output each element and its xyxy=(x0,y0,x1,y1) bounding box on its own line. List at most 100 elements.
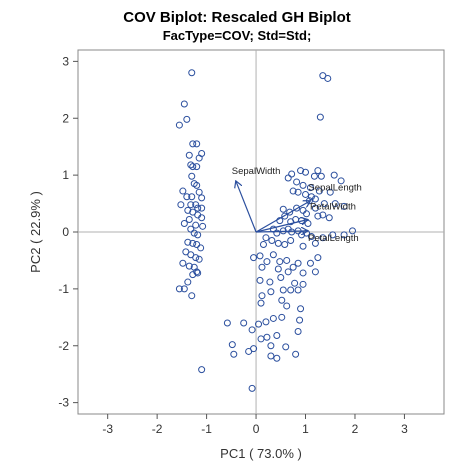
data-point xyxy=(257,299,265,307)
data-point xyxy=(326,188,334,196)
data-point xyxy=(293,204,301,212)
data-point xyxy=(287,237,295,245)
data-point xyxy=(299,280,307,288)
data-point xyxy=(273,229,281,237)
data-point xyxy=(175,285,183,293)
data-point xyxy=(188,172,196,180)
data-point xyxy=(294,259,302,267)
data-point xyxy=(189,239,197,247)
data-point xyxy=(281,241,289,249)
data-point xyxy=(340,202,348,210)
data-point xyxy=(189,163,197,171)
data-point xyxy=(329,231,337,239)
data-point xyxy=(268,237,276,245)
data-point xyxy=(311,204,319,212)
data-point xyxy=(294,188,302,196)
data-point xyxy=(284,268,292,276)
data-point xyxy=(294,286,302,294)
data-point xyxy=(184,206,192,214)
data-point xyxy=(198,150,206,158)
x-tick-label: 1 xyxy=(302,422,309,436)
x-tick-label: -3 xyxy=(102,422,113,436)
data-point xyxy=(192,254,200,262)
data-point xyxy=(311,268,319,276)
data-point xyxy=(302,190,310,198)
data-point xyxy=(277,274,285,281)
data-point xyxy=(349,227,356,235)
data-point xyxy=(340,231,348,239)
x-tick-label: -1 xyxy=(201,422,212,436)
data-point xyxy=(258,263,266,271)
y-tick-label: 3 xyxy=(62,54,69,68)
data-point xyxy=(199,222,207,230)
data-point xyxy=(193,241,201,249)
data-point xyxy=(183,193,191,201)
data-point xyxy=(184,238,192,246)
data-point xyxy=(296,316,304,324)
data-point xyxy=(198,214,206,222)
data-point xyxy=(274,265,282,273)
y-tick-label: 0 xyxy=(62,225,69,239)
data-point xyxy=(195,188,203,196)
data-point xyxy=(180,100,188,108)
vector-label: PetalLength xyxy=(308,233,359,244)
data-point xyxy=(255,320,263,328)
data-point xyxy=(230,350,238,358)
data-point xyxy=(267,352,275,360)
data-point xyxy=(198,204,206,212)
data-point xyxy=(262,234,270,242)
data-point xyxy=(311,239,319,247)
y-tick-label: -1 xyxy=(58,282,69,296)
data-point xyxy=(269,314,277,322)
data-point xyxy=(302,168,310,176)
data-point xyxy=(281,212,289,220)
data-point xyxy=(284,174,292,182)
data-point xyxy=(314,167,322,175)
data-point xyxy=(291,279,299,287)
y-axis: -3 -2 -1 0 1 2 3 xyxy=(58,54,78,410)
data-point xyxy=(185,151,193,159)
data-point xyxy=(314,254,322,262)
data-point xyxy=(325,214,333,222)
data-point xyxy=(299,242,307,250)
vector-arrow xyxy=(255,201,310,233)
data-point xyxy=(179,187,187,195)
data-point xyxy=(240,319,248,327)
chart-title: COV Biplot: Rescaled GH Biplot xyxy=(123,9,351,26)
data-point xyxy=(310,172,318,180)
data-point xyxy=(259,241,267,249)
data-point xyxy=(299,181,307,189)
data-point xyxy=(297,305,305,313)
data-point xyxy=(307,233,315,241)
data-point xyxy=(276,258,284,266)
data-point xyxy=(177,201,185,209)
data-point xyxy=(185,262,193,270)
data-point xyxy=(250,254,258,262)
data-point xyxy=(279,205,287,213)
data-point xyxy=(198,194,206,202)
y-tick-label: 1 xyxy=(62,168,69,182)
data-point xyxy=(248,384,256,392)
data-point xyxy=(273,354,281,362)
data-point xyxy=(180,285,188,293)
data-point xyxy=(228,341,236,349)
x-tick-label: 2 xyxy=(352,422,359,436)
data-point xyxy=(258,292,266,300)
data-point xyxy=(192,221,200,229)
data-point xyxy=(248,326,256,334)
data-point xyxy=(287,218,295,226)
data-point xyxy=(317,172,325,180)
data-point xyxy=(263,258,271,266)
vector-label: SepalLength xyxy=(308,183,361,194)
y-tick-label: -3 xyxy=(58,396,69,410)
data-point xyxy=(188,69,196,77)
data-point xyxy=(282,343,290,351)
vector-arrow xyxy=(256,231,308,232)
data-point xyxy=(187,225,195,233)
data-point xyxy=(324,74,332,82)
data-point xyxy=(193,163,201,171)
data-point xyxy=(183,115,191,123)
variable-vectors: SepalWidth SepalLength PetalWidth PetalLeng… xyxy=(232,166,362,244)
data-point xyxy=(286,208,294,216)
